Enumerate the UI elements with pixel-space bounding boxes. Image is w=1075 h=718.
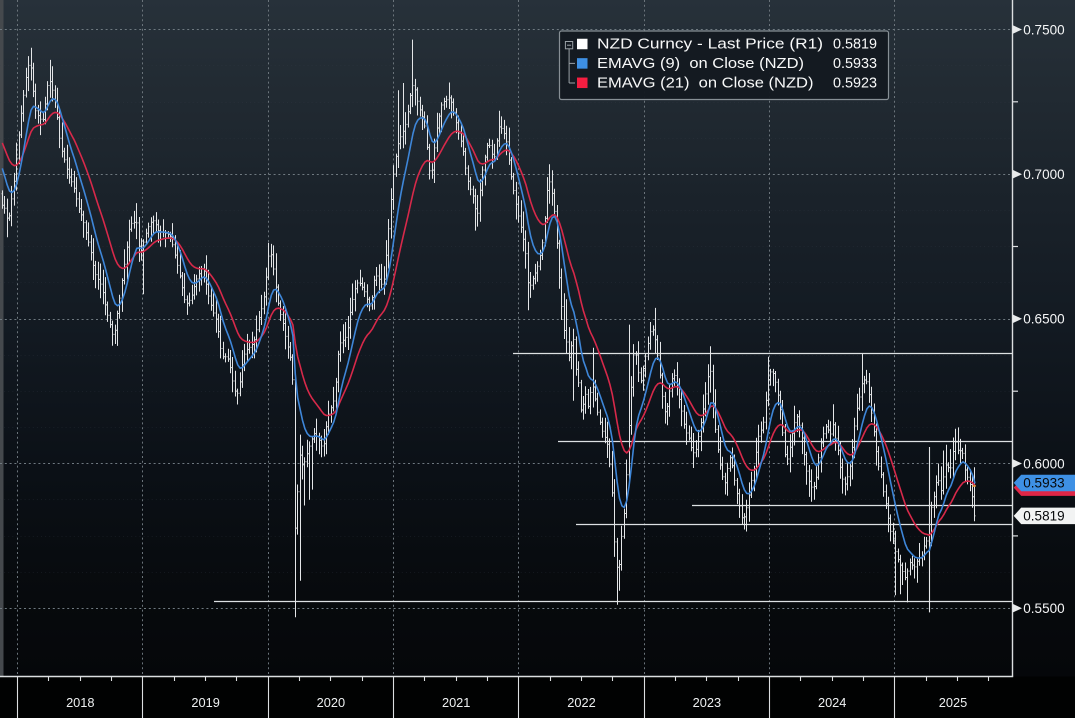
svg-text:2022: 2022 [567, 695, 595, 710]
svg-text:2018: 2018 [66, 695, 94, 710]
svg-text:EMAVG (9) on Close (NZD): EMAVG (9) on Close (NZD) [597, 56, 804, 72]
svg-text:2019: 2019 [191, 695, 219, 710]
svg-text:2020: 2020 [317, 695, 345, 710]
svg-text:0.5923: 0.5923 [833, 76, 877, 92]
svg-text:2021: 2021 [442, 695, 470, 710]
svg-text:2024: 2024 [818, 695, 846, 710]
svg-text:0.6000: 0.6000 [1023, 456, 1064, 471]
svg-text:0.6500: 0.6500 [1023, 312, 1064, 327]
svg-text:0.5819: 0.5819 [1023, 509, 1064, 524]
svg-text:EMAVG (21) on Close (NZD): EMAVG (21) on Close (NZD) [597, 76, 814, 92]
svg-text:NZD Curncy - Last Price (R1): NZD Curncy - Last Price (R1) [597, 37, 823, 53]
svg-text:0.5819: 0.5819 [833, 37, 877, 53]
svg-text:0.7000: 0.7000 [1023, 167, 1064, 182]
svg-text:0.5500: 0.5500 [1023, 601, 1064, 616]
svg-text:0.7500: 0.7500 [1023, 22, 1064, 37]
svg-text:2023: 2023 [693, 695, 721, 710]
svg-text:2025: 2025 [939, 695, 967, 710]
svg-text:0.5933: 0.5933 [833, 56, 877, 72]
svg-text:0.5933: 0.5933 [1023, 476, 1064, 491]
